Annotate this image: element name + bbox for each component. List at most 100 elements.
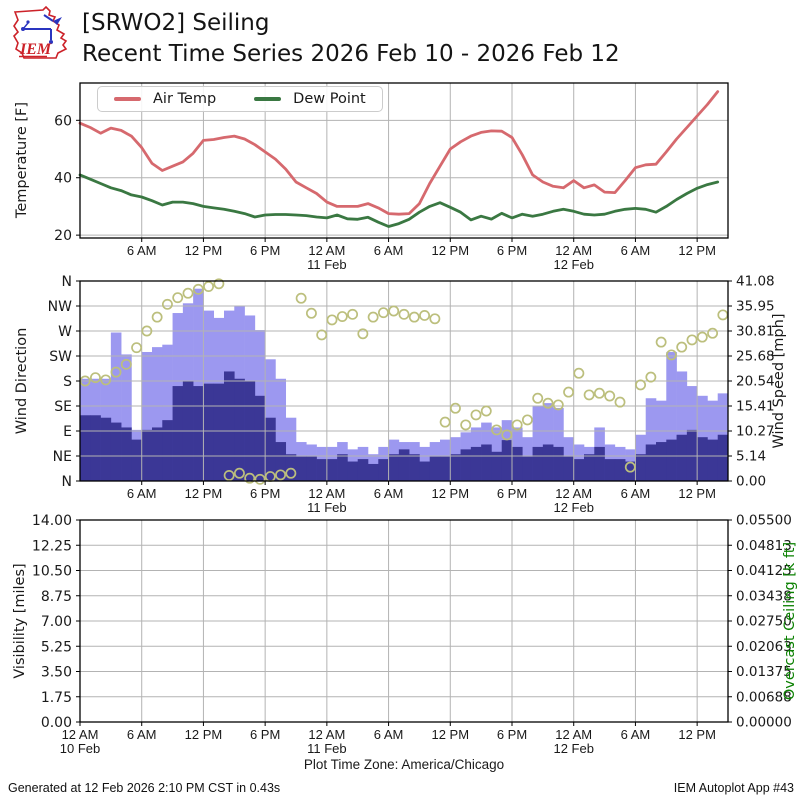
wind-direction-dot <box>624 461 636 473</box>
x-date-label: 11 Feb <box>307 500 347 515</box>
wind-speed-tick-label: 5.14 <box>736 449 766 465</box>
wind-speed-bar <box>666 439 677 481</box>
x-tick-label: 6 AM <box>374 486 404 501</box>
x-date-label: 11 Feb <box>307 741 347 756</box>
wind-direction-dot <box>377 307 389 319</box>
iem-logo-graphic: IEM <box>13 5 68 59</box>
x-date-label: 12 Feb <box>553 500 593 515</box>
title-block: [SRWO2] Seiling Recent Time Series 2026 … <box>82 8 620 70</box>
wind-direction-dot <box>696 331 708 343</box>
ceiling-tick-label: 0.01375 <box>736 664 792 680</box>
visibility-tick-label: 1.75 <box>41 690 72 706</box>
wind-speed-tick-label: 15.41 <box>736 399 775 415</box>
x-tick-label: 12 AM <box>555 243 592 258</box>
wind-direction-dot <box>573 367 585 379</box>
wind-direction-dot <box>686 334 698 346</box>
temperature-y-tick-label: 20 <box>54 228 72 244</box>
wind-direction-dot <box>131 342 143 354</box>
x-tick-label: 6 PM <box>250 727 280 742</box>
iem-logo: IEM <box>10 5 74 65</box>
wind-speed-bar <box>614 459 626 481</box>
visibility-tick-label: 7.00 <box>41 614 72 630</box>
wind-gust-bar <box>676 371 688 481</box>
wind-speed-bar <box>532 446 544 481</box>
wind-speed-bar <box>234 378 245 481</box>
temperature-legend: Air Temp Dew Point <box>97 86 383 112</box>
wind-direction-dot <box>470 409 482 421</box>
iowa-state-outline <box>13 5 68 59</box>
wind-speed-bar <box>90 415 101 481</box>
x-date-label: 11 Feb <box>307 257 347 272</box>
x-tick-label: 6 PM <box>497 727 527 742</box>
wind-speed-tick-label: 30.81 <box>736 324 775 340</box>
wind-direction-dot <box>347 308 359 320</box>
ceiling-tick-label: 0.04813 <box>736 538 792 554</box>
wind-gust-bar <box>285 417 297 481</box>
wind-speed-bar <box>512 446 523 481</box>
wind-speed-bar <box>522 456 533 481</box>
wind-speed-bar <box>141 429 153 481</box>
x-tick-label: 6 AM <box>621 243 651 258</box>
wind-direction-dot <box>532 392 544 404</box>
wind-speed-bar <box>460 449 472 481</box>
wind-gust-bar <box>110 332 122 481</box>
wind-direction-axis-label: Wind Direction <box>14 327 30 435</box>
temperature-plot-frame <box>79 82 729 239</box>
wind-direction-dot <box>120 358 132 370</box>
wind-speed-tick-label: 20.54 <box>736 374 775 390</box>
x-tick-label: 6 AM <box>127 243 157 258</box>
wind-speed-bar <box>193 386 204 481</box>
x-tick-label: 6 AM <box>621 486 651 501</box>
legend-label-air-temp: Air Temp <box>153 91 217 107</box>
wind-speed-tick-label: 41.08 <box>736 274 775 290</box>
wind-gust-bar <box>645 398 657 481</box>
app-credit: IEM Autoplot App #43 <box>673 781 794 795</box>
wind-gust-bar <box>666 351 677 481</box>
x-tick-label: 6 PM <box>497 243 527 258</box>
wind-gust-bar <box>275 378 287 481</box>
wind-speed-bar <box>162 420 173 481</box>
wind-speed-bar <box>573 459 585 481</box>
ceiling-tick-label: 0.04125 <box>736 563 792 579</box>
wind-speed-bar <box>203 383 215 481</box>
temperature-y-tick-label: 40 <box>54 171 72 187</box>
wind-gust-bar <box>656 400 667 481</box>
wind-gust-bar <box>152 347 163 481</box>
visibility-tick-label: 10.50 <box>32 564 72 580</box>
ceiling-tick-label: 0.00000 <box>736 715 792 731</box>
temperature-axis-label: Temperature [F] <box>14 101 30 219</box>
wind-direction-dot <box>213 278 225 290</box>
wind-direction-dot <box>408 311 420 323</box>
wind-gust-bar <box>121 354 132 481</box>
x-tick-label: 6 PM <box>497 486 527 501</box>
weather-vane-icon <box>22 14 54 40</box>
wind-speed-bar <box>491 451 503 481</box>
wind-direction-dot <box>583 389 595 401</box>
wind-speed-bar <box>501 440 513 481</box>
x-tick-label: 12 AM <box>555 727 592 742</box>
x-tick-label: 6 AM <box>621 727 651 742</box>
wind-speed-bar <box>450 454 461 481</box>
x-date-label: 12 Feb <box>553 257 593 272</box>
x-tick-label: 12 PM <box>431 243 469 258</box>
wind-speed-bar <box>481 444 492 481</box>
wind-direction-tick-label: SW <box>49 349 72 365</box>
x-tick-label: 12 PM <box>185 727 223 742</box>
ceiling-tick-label: 0.00688 <box>736 689 792 705</box>
wind-direction-dot <box>491 424 503 436</box>
legend-entry-dew-point: Dew Point <box>254 91 366 107</box>
wind-direction-tick-label: SE <box>54 399 72 415</box>
visibility-tick-label: 12.25 <box>32 538 72 554</box>
wind-speed-bar <box>419 461 431 481</box>
wind-speed-bar <box>378 459 389 481</box>
wind-direction-dot <box>100 374 112 386</box>
wind-direction-dot <box>676 341 688 353</box>
wind-gust-bar <box>141 351 153 481</box>
wind-direction-dot <box>110 366 122 378</box>
wind-speed-bar <box>368 463 379 481</box>
wind-direction-dot <box>460 419 472 431</box>
air-temp-line <box>78 90 720 216</box>
wind-speed-bar <box>285 454 297 481</box>
visibility-tick-label: 5.25 <box>41 639 72 655</box>
